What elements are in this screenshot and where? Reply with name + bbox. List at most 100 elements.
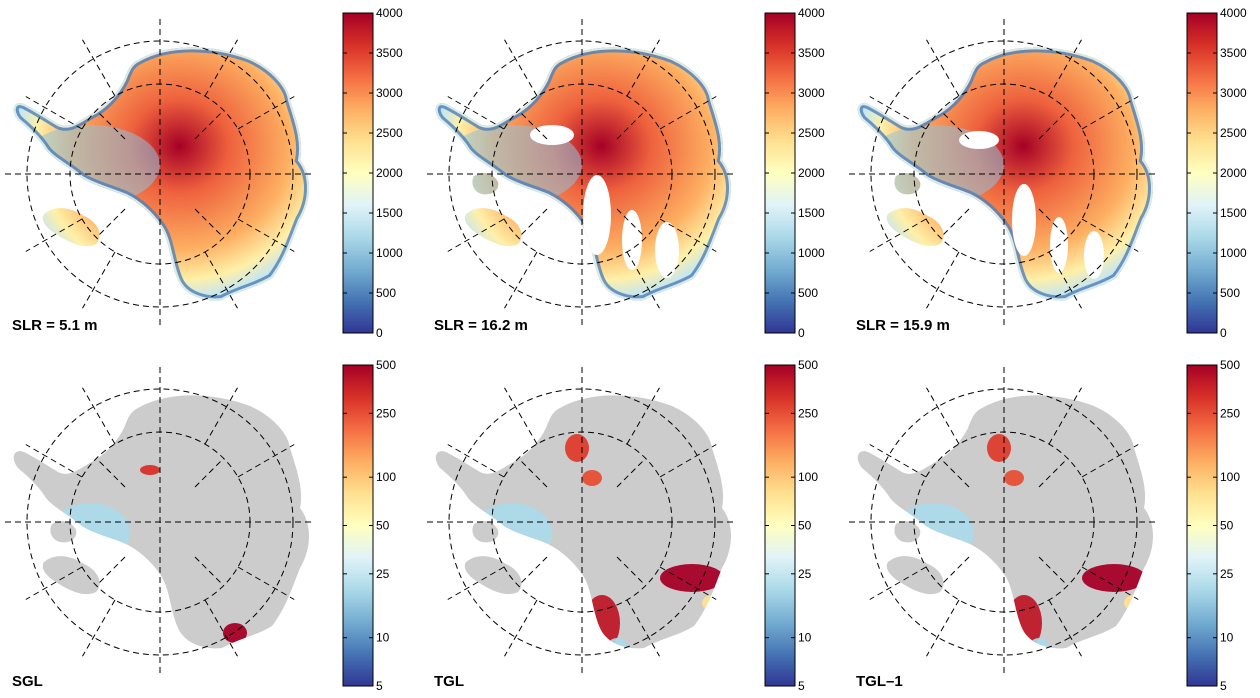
grid-spoke-inner — [616, 110, 646, 140]
colorbar-tick-label: 25 — [798, 567, 812, 581]
grid-spoke-inner — [1038, 110, 1068, 140]
patch-east-hot — [223, 623, 247, 643]
colorbar-tick-label: 5 — [798, 679, 805, 693]
grid-spoke-inner — [194, 458, 224, 488]
land-mask-island — [472, 521, 499, 543]
panel-difference-3: SGL — [5, 367, 315, 690]
colorbar-tick-label: 0 — [798, 326, 805, 340]
grid-spoke — [82, 39, 116, 97]
colorbar-tick-label: 2000 — [798, 166, 825, 180]
land-mask-island — [886, 556, 944, 595]
grid-spoke — [1081, 96, 1139, 130]
grid-spoke — [869, 566, 927, 600]
colorbar-elevation-0: 4000 3500 3000 2500 2000 1500 1000 500 0 — [342, 6, 403, 340]
panel-elevation-1: SLR = 16.2 m — [427, 19, 737, 334]
patch-west-core — [936, 539, 972, 567]
patch-west-core — [92, 539, 128, 567]
grid-spoke — [237, 218, 295, 252]
colorbar-tick-label: 3000 — [376, 86, 403, 100]
colorbar-tick-label: 50 — [376, 519, 390, 533]
colorbar-tick-label: 250 — [376, 406, 396, 420]
patch-north — [140, 465, 160, 475]
patch-south-cool — [607, 638, 627, 649]
grid-spoke — [237, 96, 295, 130]
panel-difference-5: TGL–1 — [849, 367, 1159, 690]
colorbar-tick-label: 100 — [376, 470, 396, 484]
grid-spoke-inner — [940, 208, 970, 238]
grid-spoke — [926, 387, 960, 445]
colorbar-tick-label: 3000 — [1220, 86, 1247, 100]
grid-spoke — [447, 218, 505, 252]
grid-spoke-inner — [194, 110, 224, 140]
colorbar-tick-label: 5 — [376, 679, 383, 693]
grid-spoke — [659, 218, 717, 252]
ice-gap — [622, 210, 642, 270]
colorbar-tick-label: 500 — [1220, 358, 1240, 372]
colorbar-tick-label: 1500 — [798, 206, 825, 220]
grid-spoke — [25, 96, 83, 130]
colorbar-tick-label: 500 — [376, 286, 396, 300]
grid-spoke — [204, 387, 238, 445]
colorbar-tick-label: 1000 — [376, 246, 403, 260]
colorbar-tick-label: 3500 — [798, 46, 825, 60]
colorbar-tick-label: 0 — [1220, 326, 1227, 340]
patch-north-hot — [987, 434, 1011, 462]
grid-spoke — [659, 566, 717, 600]
grid-circle-outer — [870, 40, 1138, 308]
colorbar-tick-label: 1500 — [376, 206, 403, 220]
land-mask — [857, 395, 1153, 649]
colorbar-tick-label: 250 — [1220, 406, 1240, 420]
colorbar-tick-label: 2500 — [798, 126, 825, 140]
panel-elevation-2: SLR = 15.9 m — [849, 19, 1159, 334]
grid-spoke — [869, 218, 927, 252]
colorbar-tick-label: 4000 — [1220, 6, 1247, 20]
colorbar-tick-label: 4000 — [798, 6, 825, 20]
grid-spoke — [25, 444, 83, 478]
colorbar-tick-label: 50 — [1220, 519, 1234, 533]
grid-spoke — [447, 96, 505, 130]
grid-spoke — [926, 251, 960, 309]
grid-spoke — [504, 599, 538, 657]
grid-spoke — [869, 444, 927, 478]
grid-spoke-inner — [518, 110, 548, 140]
patch-north-warm — [582, 470, 602, 486]
grid-circle-outer — [448, 40, 716, 308]
colorbar-tick-label: 4000 — [376, 6, 403, 20]
panel-label: SLR = 16.2 m — [434, 317, 528, 334]
panel-label: SGL — [12, 673, 43, 690]
ice-gap — [655, 222, 679, 278]
colorbar-tick-label: 0 — [376, 326, 383, 340]
grid-spoke-inner — [940, 458, 970, 488]
grid-spoke-inner — [96, 458, 126, 488]
colorbar-tick-label: 10 — [798, 631, 812, 645]
colorbar-tick-label: 1500 — [1220, 206, 1247, 220]
grid-spoke-inner — [616, 556, 646, 586]
grid-spoke — [504, 387, 538, 445]
colorbar-tick-label: 10 — [376, 631, 390, 645]
patch-north-warm — [1004, 470, 1024, 486]
colorbar-tick-label: 500 — [1220, 286, 1240, 300]
colorbar-tick-label: 500 — [376, 358, 396, 372]
colorbar-tick-label: 2000 — [1220, 166, 1247, 180]
grid-spoke — [447, 444, 505, 478]
colorbar-gradient — [764, 364, 796, 687]
grid-spoke — [926, 39, 960, 97]
grid-circle-outer — [870, 388, 1138, 656]
colorbar-tick-label: 500 — [798, 358, 818, 372]
grid-spoke-inner — [518, 556, 548, 586]
colorbar-tick-label: 2500 — [376, 126, 403, 140]
grid-spoke — [926, 599, 960, 657]
grid-circle-outer — [26, 388, 294, 656]
colorbar-gradient — [1186, 12, 1218, 334]
west-low-elevation — [442, 125, 582, 205]
grid-spoke — [626, 251, 660, 309]
grid-spoke — [82, 599, 116, 657]
ice-gap — [1012, 184, 1036, 256]
land-mask-island — [50, 521, 77, 543]
colorbar-tick-label: 100 — [1220, 470, 1240, 484]
grid-spoke — [504, 39, 538, 97]
colorbar-tick-label: 250 — [798, 406, 818, 420]
land-mask — [13, 395, 309, 649]
grid-spoke — [204, 39, 238, 97]
